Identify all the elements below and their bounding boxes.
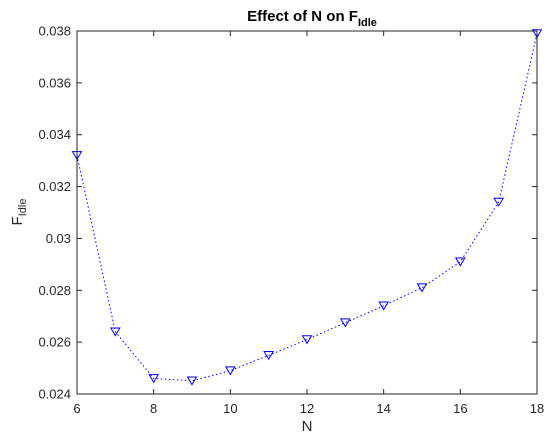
y-tick-label: 0.032 (38, 179, 71, 194)
data-point-marker (148, 374, 160, 384)
y-tick-label: 0.036 (38, 75, 71, 90)
data-point-marker (493, 197, 505, 207)
chart-title: Effect of N on FIdle (247, 8, 377, 29)
chart-title-subscript: Idle (358, 17, 377, 29)
data-point-marker (416, 283, 428, 293)
y-tick-label: 0.038 (38, 24, 71, 39)
data-point-marker (531, 29, 543, 39)
chart-title-main: Effect of N on F (247, 8, 358, 25)
data-point-marker (301, 335, 313, 345)
y-axis-label-subscript: Idle (17, 199, 29, 217)
x-tick-label: 6 (73, 401, 80, 416)
data-point-marker (339, 318, 351, 328)
data-point-marker (378, 301, 390, 311)
data-point-marker (224, 366, 236, 376)
plot-box (76, 30, 538, 395)
y-tick-label: 0.03 (46, 231, 71, 246)
x-tick-label: 16 (453, 401, 467, 416)
x-axis-label: N (302, 418, 313, 435)
y-axis-label: FIdle (9, 199, 29, 226)
data-point-marker (109, 327, 121, 337)
y-tick-label: 0.026 (38, 335, 71, 350)
x-tick-label: 10 (223, 401, 237, 416)
x-tick-label: 18 (530, 401, 544, 416)
y-axis-label-main: F (9, 216, 26, 225)
x-tick-labels: 6 8 10 12 14 16 18 (73, 401, 544, 416)
x-tick-label: 14 (376, 401, 390, 416)
x-tick-label: 8 (150, 401, 157, 416)
data-point-marker (263, 351, 275, 361)
series-line (76, 33, 538, 382)
y-tick-label: 0.034 (38, 127, 71, 142)
y-tick-label: 0.024 (38, 387, 71, 402)
x-tick-label: 12 (300, 401, 314, 416)
plot-area (77, 31, 537, 394)
y-tick-label: 0.028 (38, 283, 71, 298)
data-point-marker (454, 257, 466, 267)
y-tick-labels: 0.024 0.026 0.028 0.03 0.032 0.034 0.036 0.038 (38, 24, 71, 402)
data-point-marker (186, 376, 198, 386)
